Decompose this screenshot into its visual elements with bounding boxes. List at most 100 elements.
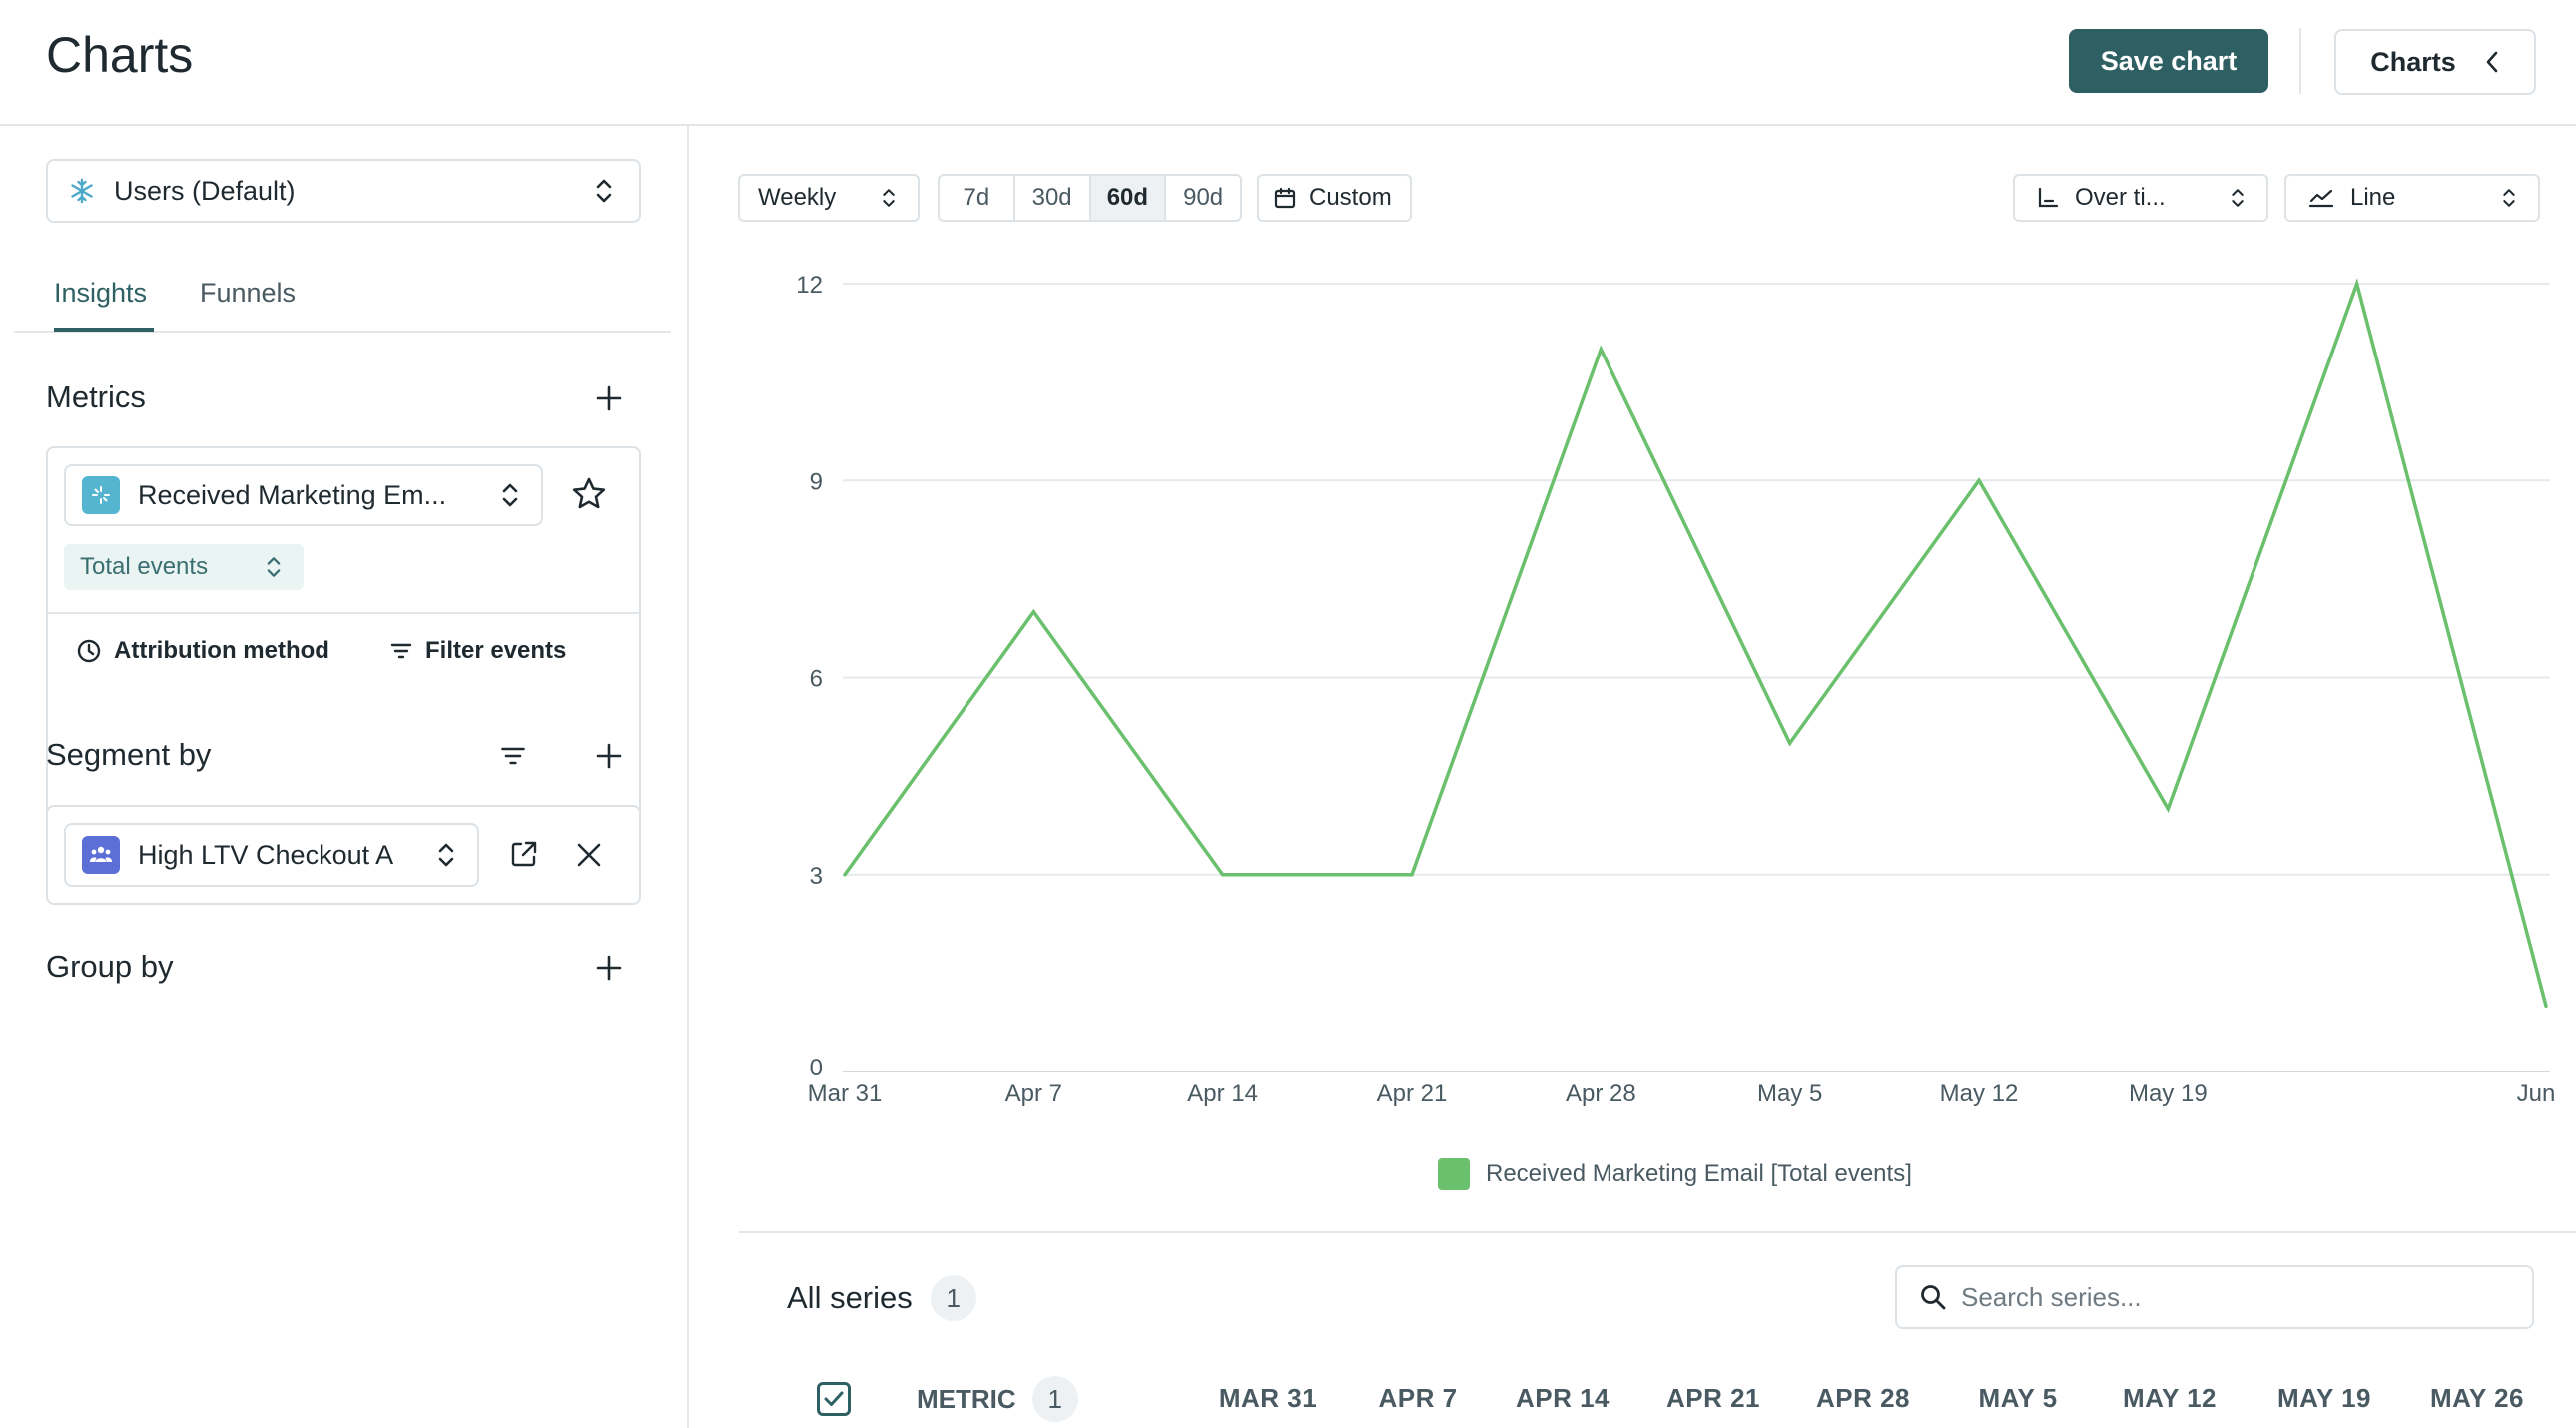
aggregation-select[interactable]: Total events — [64, 544, 304, 590]
add-group-button[interactable] — [589, 948, 629, 988]
chart-type-select[interactable]: Line — [2284, 174, 2540, 222]
filter-events-button[interactable]: Filter events — [389, 637, 566, 665]
range-30d[interactable]: 30d — [1015, 176, 1091, 220]
tab-insights[interactable]: Insights — [54, 278, 148, 308]
segment-filter-button[interactable] — [493, 736, 533, 776]
attribution-method-label: Attribution method — [114, 637, 329, 664]
segment-users-icon — [82, 836, 120, 874]
star-icon — [572, 477, 606, 509]
date-column-header[interactable]: APR 21 — [1665, 1383, 1761, 1413]
select-all-checkbox[interactable] — [817, 1382, 851, 1416]
axis-icon — [2038, 187, 2059, 208]
plus-icon — [596, 955, 622, 981]
x-tick-label: Apr 14 — [1187, 1080, 1258, 1107]
metric-card: Received Marketing Em... Total events At… — [46, 446, 641, 820]
updown-chevron-icon — [267, 557, 281, 577]
x-tick-label: Jun 2 — [2517, 1080, 2556, 1107]
page-title: Charts — [46, 27, 194, 83]
y-tick-label: 3 — [810, 863, 823, 890]
updown-chevron-icon — [883, 189, 895, 207]
updown-chevron-icon — [438, 843, 454, 867]
plus-icon — [596, 385, 622, 411]
clock-icon — [77, 639, 101, 663]
snowflake-icon — [71, 178, 93, 204]
custom-range-label: Custom — [1309, 184, 1392, 211]
legend-swatch — [1438, 1158, 1470, 1190]
metric-name: Received Marketing Em... — [138, 479, 447, 510]
y-tick-label: 0 — [810, 1055, 823, 1081]
metric-count-badge: 1 — [1031, 1376, 1078, 1422]
custom-range-button[interactable]: Custom — [1257, 174, 1412, 222]
legend-label: Received Marketing Email [Total events] — [1486, 1160, 1912, 1187]
add-metric-button[interactable] — [589, 378, 629, 418]
attribution-method-button[interactable]: Attribution method — [76, 637, 329, 665]
metric-select[interactable]: Received Marketing Em... — [64, 464, 543, 526]
x-tick-label: Mar 31 — [808, 1080, 883, 1107]
search-series-placeholder: Search series... — [1961, 1281, 2142, 1312]
header-divider — [2299, 28, 2301, 94]
check-icon — [824, 1391, 844, 1406]
filter-events-label: Filter events — [425, 637, 567, 664]
open-segment-button[interactable] — [509, 839, 539, 874]
chart-legend[interactable]: Received Marketing Email [Total events] — [1438, 1158, 1912, 1190]
filter-icon — [390, 643, 412, 659]
metrics-title: Metrics — [46, 379, 146, 414]
filter-icon — [501, 747, 525, 765]
x-tick-label: Apr 28 — [1566, 1080, 1636, 1107]
date-column-header[interactable]: MAY 26 — [2429, 1383, 2525, 1413]
interval-value: Weekly — [758, 184, 837, 211]
active-tab-indicator — [54, 328, 154, 332]
interval-select[interactable]: Weekly — [738, 174, 920, 222]
range-90d[interactable]: 90d — [1183, 184, 1224, 211]
plus-icon — [596, 743, 622, 769]
x-tick-label: May 12 — [1940, 1080, 2019, 1107]
x-tick-label: Apr 7 — [1005, 1080, 1062, 1107]
series-line[interactable] — [843, 278, 2548, 1008]
date-column-header[interactable]: APR 14 — [1515, 1383, 1610, 1413]
left-panel: Users (Default) Insights Funnels Metrics… — [0, 126, 689, 1428]
mode-select[interactable]: Over ti... — [2013, 174, 2268, 222]
line-chart-icon — [2308, 189, 2334, 208]
favorite-metric-button[interactable] — [571, 476, 607, 517]
date-column-header[interactable]: MAY 19 — [2276, 1383, 2372, 1413]
top-bar: Charts Save chart Charts — [0, 0, 2576, 126]
mode-value: Over ti... — [2075, 184, 2166, 211]
metric-column-header[interactable]: METRIC 1 — [917, 1376, 1078, 1422]
updown-chevron-icon — [502, 483, 518, 507]
tab-funnels[interactable]: Funnels — [200, 278, 297, 308]
add-segment-button[interactable] — [589, 736, 629, 776]
entity-select-value: Users (Default) — [114, 175, 296, 206]
date-column-header[interactable]: APR 7 — [1378, 1383, 1458, 1413]
segment-name: High LTV Checkout A — [138, 839, 394, 870]
external-link-icon — [511, 841, 537, 867]
segment-select[interactable]: High LTV Checkout A — [64, 823, 479, 887]
y-tick-label: 9 — [810, 468, 823, 495]
date-column-header[interactable]: MAY 5 — [1978, 1383, 2058, 1413]
date-range-toggle: 7d 30d 60d 90d — [938, 174, 1242, 222]
chart-table-divider — [739, 1231, 2576, 1233]
date-column-header[interactable]: MAY 12 — [2122, 1383, 2218, 1413]
save-chart-button[interactable]: Save chart — [2069, 29, 2268, 93]
updown-chevron-icon — [596, 179, 612, 203]
date-column-header[interactable]: APR 28 — [1815, 1383, 1911, 1413]
updown-chevron-icon — [2503, 189, 2515, 207]
date-column-header[interactable]: MAR 31 — [1218, 1383, 1318, 1413]
line-chart: 0 3 6 9 12 Mar 31 Apr 7 Apr 14 Apr 21 Apr 28 May 5… — [796, 272, 2556, 1107]
y-tick-label: 12 — [796, 272, 823, 299]
remove-segment-button[interactable] — [575, 841, 603, 874]
close-icon — [577, 843, 601, 867]
calendar-icon — [1274, 187, 1296, 209]
entity-select[interactable]: Users (Default) — [46, 159, 641, 223]
x-tick-label: Apr 21 — [1377, 1080, 1448, 1107]
search-series-input[interactable]: Search series... — [1895, 1265, 2534, 1329]
x-tick-label: May 5 — [1757, 1080, 1822, 1107]
metric-header-label: METRIC — [917, 1383, 1016, 1414]
search-icon — [1921, 1285, 1946, 1310]
range-7d[interactable]: 7d — [940, 176, 1015, 220]
x-tick-label: May 19 — [2129, 1080, 2208, 1107]
series-count-badge: 1 — [930, 1275, 976, 1321]
charts-toggle-button[interactable]: Charts — [2334, 29, 2536, 95]
metric-event-icon — [82, 476, 120, 514]
range-60d[interactable]: 60d — [1090, 176, 1167, 220]
all-series-title: All series — [787, 1280, 913, 1315]
